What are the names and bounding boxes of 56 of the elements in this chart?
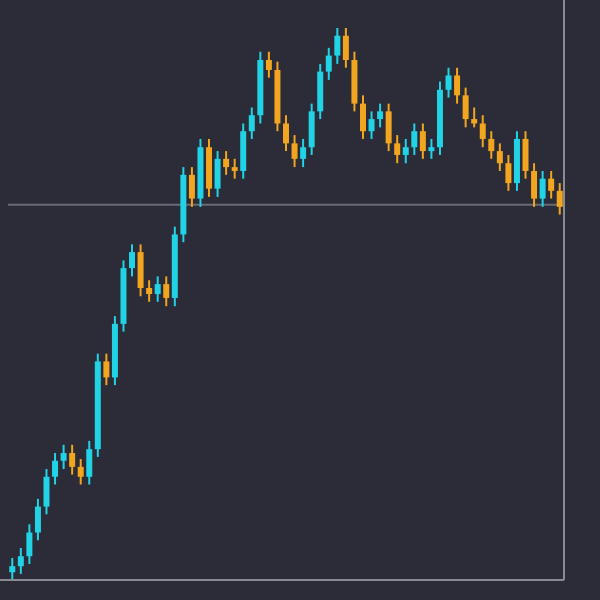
candlestick <box>308 102 315 156</box>
candlestick <box>505 153 512 192</box>
candlestick <box>325 46 332 81</box>
candlestick <box>522 130 529 180</box>
candlestick <box>188 166 195 208</box>
candlestick <box>445 66 452 99</box>
candlestick <box>34 497 41 542</box>
candlestick <box>317 62 324 121</box>
candlestick <box>69 443 76 476</box>
candlestick <box>454 66 461 105</box>
candlestick <box>334 27 341 65</box>
candlestick <box>283 114 289 153</box>
candlestick <box>240 122 247 180</box>
candlestick <box>103 352 110 387</box>
candlestick <box>462 86 469 129</box>
candlestick <box>206 137 213 198</box>
candlestick <box>479 114 486 149</box>
candlestick <box>513 130 520 192</box>
candlestick <box>385 102 392 153</box>
candlestick <box>368 110 375 140</box>
candlestick <box>419 122 426 160</box>
candlestick <box>402 137 409 165</box>
candlestick <box>556 182 563 216</box>
candlestick <box>248 106 255 140</box>
candlestick <box>214 150 221 198</box>
candlestick <box>300 137 307 169</box>
candlestick <box>291 134 298 169</box>
candlestick <box>137 243 144 298</box>
candlestick <box>411 122 418 156</box>
candlestick <box>488 130 495 160</box>
candlestick <box>359 94 366 140</box>
candlestick <box>394 134 401 165</box>
candlestick <box>52 452 59 486</box>
candlestick <box>129 243 136 278</box>
candlestick <box>60 443 67 471</box>
candlestick <box>86 439 93 486</box>
candlestick <box>26 523 33 565</box>
candlestick <box>377 102 384 129</box>
candlestick <box>223 150 230 176</box>
candlestick <box>351 50 358 113</box>
candlestick <box>342 27 349 69</box>
candlestick <box>539 169 546 208</box>
candlestick <box>265 50 272 79</box>
candlestick <box>154 275 161 303</box>
candlestick <box>77 458 84 486</box>
candlestick <box>428 137 435 160</box>
candlestick <box>548 169 555 200</box>
candlestick <box>9 556 16 581</box>
candlestick <box>17 546 24 575</box>
candlestick <box>471 106 478 129</box>
candlestick <box>496 142 503 172</box>
candlestick <box>146 279 153 303</box>
candlestick <box>163 275 170 308</box>
candlestick <box>43 468 50 516</box>
candlestick <box>531 162 538 208</box>
candlestick <box>231 157 238 180</box>
